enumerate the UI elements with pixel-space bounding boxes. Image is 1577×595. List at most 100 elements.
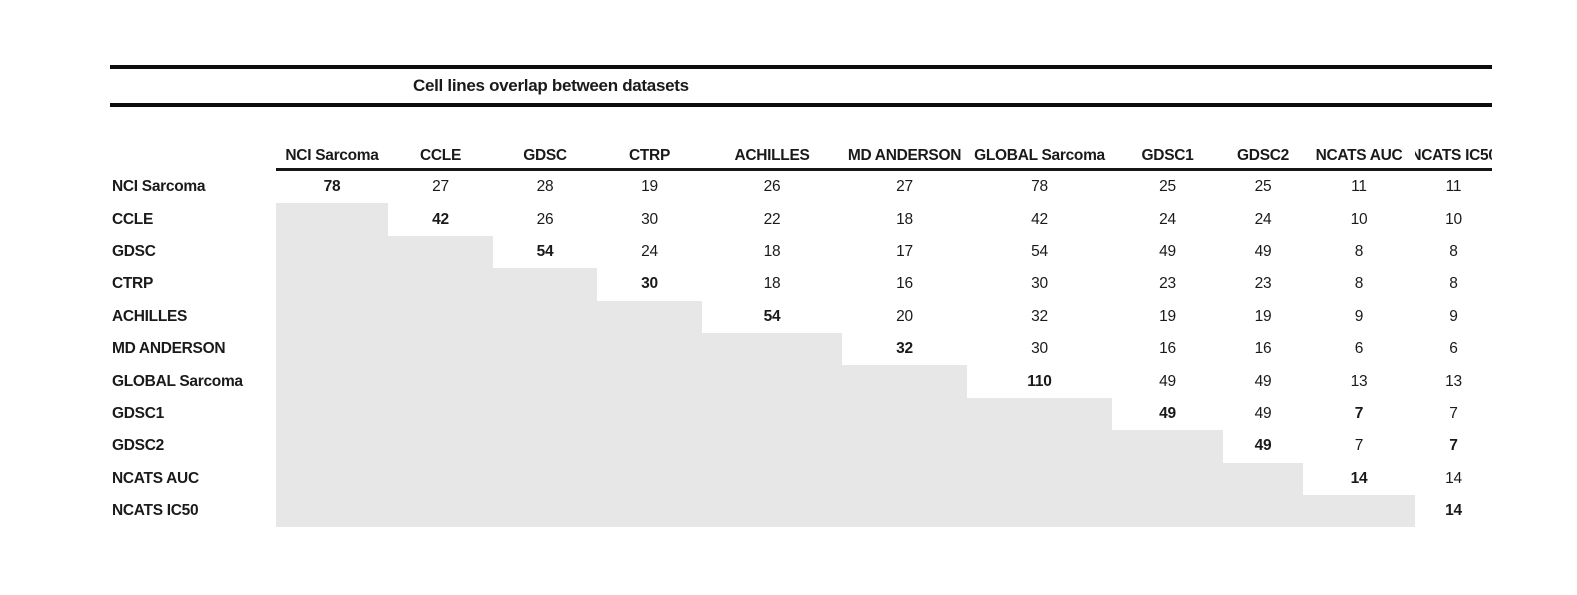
shaded-cell: [702, 365, 842, 398]
shaded-cell: [388, 397, 493, 431]
value-cell: 10: [1350, 210, 1368, 228]
shaded-cell: [1303, 494, 1415, 528]
value-cell: 13: [1445, 372, 1462, 390]
shaded-cell: [276, 365, 388, 398]
value-cell: 54: [763, 307, 781, 325]
column-header: NCATS AUC: [1303, 138, 1415, 171]
value-cell: 11: [1351, 178, 1367, 196]
shaded-cell: [276, 332, 388, 366]
value-cell: 14: [1445, 469, 1462, 487]
value-cell: 24: [1254, 210, 1272, 228]
shaded-cell: [493, 494, 597, 528]
value-cell: 8: [1449, 275, 1458, 293]
value-cell: 42: [1031, 210, 1048, 228]
row-label: MD ANDERSON: [112, 340, 226, 358]
shaded-cell: [493, 332, 597, 366]
shaded-cell: [597, 494, 702, 528]
value-cell: 24: [1159, 210, 1176, 228]
shaded-cell: [493, 397, 597, 431]
shaded-cell: [276, 268, 388, 301]
shaded-cell: [1223, 462, 1303, 495]
column-header: MD ANDERSON: [842, 138, 967, 171]
value-cell: 9: [1354, 307, 1364, 325]
shaded-cell: [388, 300, 493, 333]
shaded-cell: [388, 365, 493, 398]
column-header: NCATS IC50: [1415, 138, 1492, 171]
row-label: NCATS AUC: [112, 469, 199, 487]
shaded-cell: [842, 430, 967, 463]
shaded-cell: [967, 494, 1112, 528]
value-cell: 23: [1254, 275, 1272, 293]
value-cell: 13: [1350, 372, 1368, 390]
value-cell: 32: [896, 340, 913, 358]
shaded-cell: [702, 332, 842, 366]
value-cell: 30: [1031, 340, 1048, 358]
shaded-cell: [1112, 462, 1223, 495]
value-cell: 49: [1254, 372, 1272, 390]
value-cell: 16: [1254, 340, 1272, 358]
shaded-cell: [597, 300, 702, 333]
value-cell: 27: [896, 178, 913, 196]
shaded-cell: [388, 332, 493, 366]
value-cell: 49: [1159, 372, 1176, 390]
value-cell: 110: [1027, 372, 1052, 390]
shaded-cell: [388, 430, 493, 463]
value-cell: 6: [1354, 340, 1364, 358]
value-cell: 17: [896, 242, 913, 260]
row-label: ACHILLES: [112, 307, 188, 325]
column-header: CTRP: [597, 138, 702, 171]
shaded-cell: [276, 397, 388, 431]
value-cell: 23: [1159, 275, 1176, 293]
value-cell: 20: [896, 307, 913, 325]
shaded-cell: [967, 430, 1112, 463]
value-cell: 25: [1159, 178, 1176, 196]
shaded-cell: [842, 397, 967, 431]
value-cell: 14: [1445, 502, 1462, 520]
column-header: GDSC: [493, 138, 597, 171]
shaded-cell: [493, 430, 597, 463]
shaded-cell: [276, 203, 388, 236]
shaded-cell: [702, 462, 842, 495]
shaded-cell: [967, 397, 1112, 431]
value-cell: 7: [1449, 437, 1458, 455]
value-cell: 18: [896, 210, 913, 228]
value-cell: 6: [1449, 340, 1458, 358]
value-cell: 49: [1159, 404, 1176, 422]
value-cell: 11: [1445, 178, 1462, 196]
row-label: GDSC1: [112, 404, 164, 422]
value-cell: 10: [1445, 210, 1462, 228]
row-label: GDSC2: [112, 437, 164, 455]
shaded-cell: [276, 235, 388, 269]
value-cell: 30: [641, 275, 658, 293]
row-label: NCI Sarcoma: [112, 178, 206, 196]
shaded-cell: [388, 494, 493, 528]
value-cell: 49: [1159, 242, 1176, 260]
shaded-cell: [388, 235, 493, 269]
value-cell: 26: [536, 210, 554, 228]
value-cell: 7: [1354, 437, 1364, 455]
shaded-cell: [388, 462, 493, 495]
value-cell: 7: [1449, 404, 1458, 422]
overlap-matrix: NCI Sarcoma CCLE GDSC CTRP ACHILLES MD ANDERS…: [110, 138, 1492, 528]
value-cell: 19: [641, 178, 658, 196]
shaded-cell: [842, 494, 967, 528]
shaded-cell: [842, 462, 967, 495]
shaded-cell: [493, 268, 597, 301]
shaded-cell: [842, 365, 967, 398]
row-label: GDSC: [112, 242, 156, 260]
value-cell: 18: [763, 242, 781, 260]
shaded-cell: [1223, 494, 1303, 528]
column-header: NCI Sarcoma: [276, 138, 388, 171]
column-header: GDSC2: [1223, 138, 1303, 171]
value-cell: 54: [536, 242, 554, 260]
row-label: CTRP: [112, 275, 153, 293]
shaded-cell: [276, 462, 388, 495]
value-cell: 8: [1354, 275, 1364, 293]
shaded-cell: [597, 397, 702, 431]
value-cell: 8: [1354, 242, 1364, 260]
row-label: GLOBAL Sarcoma: [112, 372, 243, 390]
value-cell: 28: [536, 178, 554, 196]
value-cell: 26: [763, 178, 781, 196]
value-cell: 30: [641, 210, 658, 228]
